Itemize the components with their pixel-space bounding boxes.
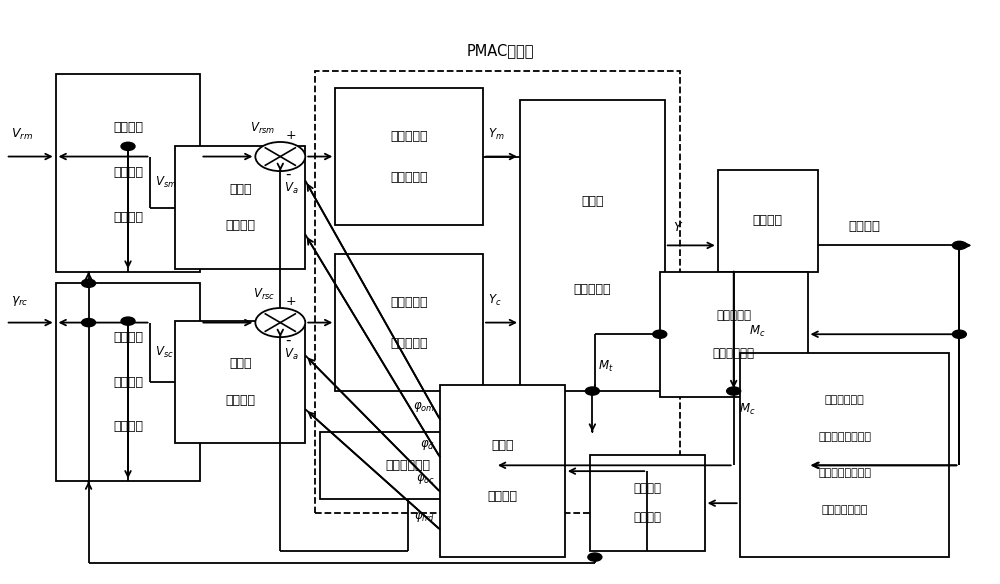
Bar (590, 455, 705, 551)
Text: $\varphi_{lrd}$: $\varphi_{lrd}$ (414, 510, 435, 524)
Bar (315, 71, 680, 513)
Text: 伺服进给判: 伺服进给判 (574, 283, 611, 296)
Text: $V_{sc}$: $V_{sc}$ (155, 345, 174, 360)
Text: 陶瓷浮动: 陶瓷浮动 (113, 420, 143, 433)
Circle shape (255, 142, 305, 171)
Bar (320, 432, 495, 499)
Circle shape (727, 387, 741, 395)
Bar (335, 88, 483, 225)
Text: $V_{rsm}$: $V_{rsm}$ (250, 121, 275, 136)
Bar (740, 353, 949, 557)
Text: 比较阈值: 比较阈值 (113, 166, 143, 179)
Text: 材料类型: 材料类型 (487, 491, 517, 503)
Text: $V_a$: $V_a$ (284, 347, 299, 362)
Text: 压伺服控制: 压伺服控制 (390, 296, 428, 308)
Text: 比较阈值: 比较阈值 (113, 376, 143, 389)
Bar (175, 321, 305, 443)
Text: $V_{rm}$: $V_{rm}$ (11, 127, 33, 142)
Text: PMAC控制器: PMAC控制器 (466, 43, 534, 58)
Text: 控制器: 控制器 (229, 357, 252, 370)
Text: -: - (285, 167, 291, 182)
Text: 执行模块: 执行模块 (753, 214, 783, 227)
Bar (56, 283, 200, 481)
Bar (718, 169, 818, 272)
Text: 状态检测装置: 状态检测装置 (825, 395, 864, 405)
Circle shape (82, 279, 96, 287)
Text: 陶瓷模糊: 陶瓷模糊 (225, 394, 255, 407)
Bar (440, 385, 565, 557)
Text: $M_t$: $M_t$ (598, 359, 613, 374)
Text: -: - (285, 333, 291, 348)
Text: $Y$: $Y$ (673, 221, 683, 234)
Text: 控制器: 控制器 (229, 183, 252, 196)
Text: 放电状态: 放电状态 (633, 482, 661, 495)
Circle shape (255, 308, 305, 337)
Bar (520, 100, 665, 391)
Text: 陶瓷平均电: 陶瓷平均电 (390, 336, 428, 350)
Text: 压伺服控制: 压伺服控制 (390, 130, 428, 142)
Circle shape (588, 553, 602, 561)
Text: 辨识器: 辨识器 (491, 439, 514, 452)
Bar (175, 147, 305, 269)
Text: $V_{sm}$: $V_{sm}$ (155, 175, 177, 190)
Text: $M_c$: $M_c$ (739, 402, 755, 416)
Text: $\gamma_{rc}$: $\gamma_{rc}$ (11, 294, 28, 308)
Text: $V_a$: $V_a$ (284, 181, 299, 196)
Text: 平均电压检测: 平均电压检测 (385, 459, 430, 472)
Text: 脉冲电源参数: 脉冲电源参数 (713, 346, 755, 360)
Circle shape (952, 241, 966, 249)
Text: +: + (285, 295, 296, 308)
Circle shape (82, 318, 96, 326)
Text: 辨识后各: 辨识后各 (633, 511, 661, 524)
Text: $Y_m$: $Y_m$ (488, 127, 505, 142)
Text: $V_{rsc}$: $V_{rsc}$ (253, 287, 275, 302)
Circle shape (121, 142, 135, 151)
Bar (56, 74, 200, 272)
Text: 调整模块: 调整模块 (113, 121, 143, 134)
Circle shape (121, 317, 135, 325)
Text: $M_c$: $M_c$ (749, 324, 765, 339)
Text: 七阈值比较与击穿: 七阈值比较与击穿 (818, 468, 871, 478)
Bar (335, 254, 483, 391)
Text: 基于脉宽检测的: 基于脉宽检测的 (821, 505, 868, 515)
Bar (660, 272, 808, 397)
Text: $Y_c$: $Y_c$ (488, 293, 502, 308)
Text: 自调整模块: 自调整模块 (716, 309, 751, 322)
Text: 放电间隙: 放电间隙 (848, 220, 880, 233)
Text: +: + (285, 129, 296, 142)
Text: 调整模块: 调整模块 (113, 331, 143, 344)
Text: 金属平均电: 金属平均电 (390, 171, 428, 183)
Circle shape (585, 387, 599, 395)
Text: $\varphi_{d}$: $\varphi_{d}$ (420, 437, 435, 451)
Text: 延时联合辨识放电: 延时联合辨识放电 (818, 432, 871, 442)
Text: 定模块: 定模块 (581, 195, 604, 208)
Circle shape (653, 330, 667, 338)
Text: 金属浮动: 金属浮动 (113, 211, 143, 224)
Text: 金属模糊: 金属模糊 (225, 220, 255, 232)
Circle shape (952, 330, 966, 338)
Text: $\varphi_{oc}$: $\varphi_{oc}$ (416, 472, 435, 486)
Text: $\varphi_{om}$: $\varphi_{om}$ (413, 400, 435, 414)
